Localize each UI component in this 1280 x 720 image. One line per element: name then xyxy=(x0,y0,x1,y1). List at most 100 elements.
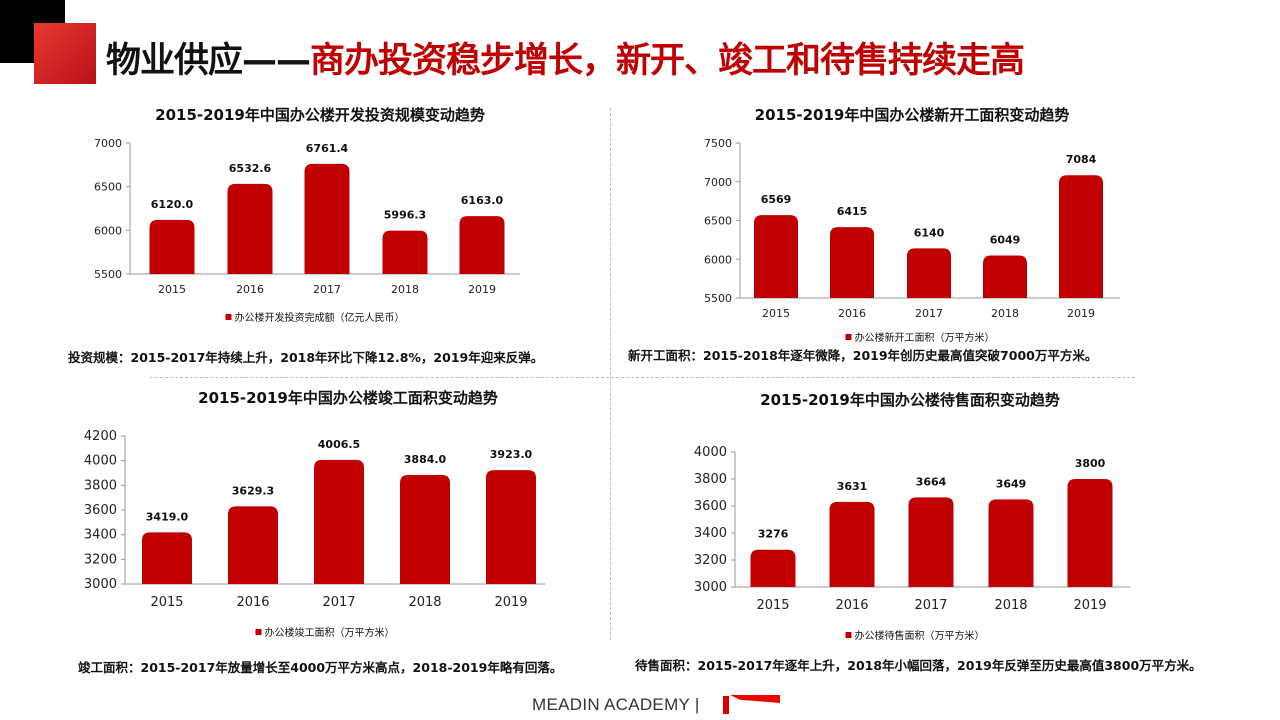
bar xyxy=(754,215,798,298)
bar xyxy=(983,255,1027,298)
legend-swatch xyxy=(845,631,852,638)
legend-label: 办公楼新开工面积（万平方米） xyxy=(854,333,995,344)
x-tick-label: 2018 xyxy=(991,307,1019,320)
y-tick-label: 6500 xyxy=(704,215,732,228)
chart-caption: 待售面积：2015-2017年逐年上升，2018年小幅回落，2019年反弹至历史… xyxy=(635,658,1202,673)
data-label: 3276 xyxy=(758,528,789,541)
title-highlight: 商办投资稳步增长，新开、竣工和待售持续走高 xyxy=(310,41,1025,81)
data-label: 6120.0 xyxy=(151,198,194,211)
data-label: 3649 xyxy=(996,477,1027,490)
data-label: 4006.5 xyxy=(318,438,360,451)
bar xyxy=(486,470,536,584)
y-tick-label: 4000 xyxy=(694,445,727,460)
y-tick-label: 6000 xyxy=(704,253,732,266)
chart-caption: 新开工面积：2015-2018年逐年微降，2019年创历史最高值突破7000万平… xyxy=(628,348,1098,363)
y-tick-label: 7500 xyxy=(704,137,732,150)
data-label: 3419.0 xyxy=(146,510,189,523)
data-label: 3631 xyxy=(837,480,868,493)
bar xyxy=(829,501,875,587)
y-tick-label: 7000 xyxy=(94,137,122,150)
bar xyxy=(830,227,874,298)
data-label: 6761.4 xyxy=(306,142,349,155)
bar xyxy=(459,216,505,274)
red-accent-square xyxy=(34,23,96,84)
y-tick-label: 3400 xyxy=(84,528,117,543)
y-tick-label: 3200 xyxy=(84,552,117,567)
title-prefix: 物业供应—— xyxy=(106,41,311,81)
chart-title: 2015-2019年中国办公楼待售面积变动趋势 xyxy=(760,391,1060,409)
legend-swatch xyxy=(255,628,262,635)
bar xyxy=(227,183,273,274)
page-title: 物业供应——商办投资稳步增长，新开、竣工和待售持续走高 xyxy=(106,32,1025,83)
legend-label: 办公楼竣工面积（万平方米） xyxy=(264,628,395,639)
bar xyxy=(907,248,951,298)
bar xyxy=(382,230,428,274)
y-tick-label: 3600 xyxy=(84,503,117,518)
y-tick-label: 3400 xyxy=(694,526,727,541)
chart-legend: 办公楼新开工面积（万平方米） xyxy=(845,329,995,344)
chart-title: 2015-2019年中国办公楼竣工面积变动趋势 xyxy=(198,389,498,407)
data-label: 6049 xyxy=(990,233,1021,246)
y-tick-label: 3800 xyxy=(694,472,727,487)
y-tick-label: 3000 xyxy=(84,577,117,592)
x-tick-label: 2017 xyxy=(914,598,947,613)
bar xyxy=(304,163,350,274)
data-label: 6532.6 xyxy=(229,162,272,175)
data-label: 3923.0 xyxy=(490,448,533,461)
bar xyxy=(750,549,796,587)
y-tick-label: 5500 xyxy=(94,268,122,281)
x-tick-label: 2015 xyxy=(762,307,790,320)
x-tick-label: 2019 xyxy=(494,595,527,610)
y-tick-label: 3800 xyxy=(84,478,117,493)
data-label: 6140 xyxy=(914,226,945,239)
x-tick-label: 2015 xyxy=(150,595,183,610)
y-tick-label: 6000 xyxy=(94,224,122,237)
y-tick-label: 3200 xyxy=(694,553,727,568)
legend-label: 办公楼开发投资完成额（亿元人民币） xyxy=(234,313,405,324)
legend-swatch xyxy=(845,333,852,340)
y-tick-label: 6500 xyxy=(94,181,122,194)
x-tick-label: 2016 xyxy=(236,595,269,610)
x-tick-label: 2019 xyxy=(1067,307,1095,320)
bar xyxy=(908,497,954,587)
data-label: 3629.3 xyxy=(232,484,274,497)
x-tick-label: 2018 xyxy=(994,598,1027,613)
chart-title: 2015-2019年中国办公楼开发投资规模变动趋势 xyxy=(155,106,485,124)
y-tick-label: 4000 xyxy=(84,454,117,469)
bar xyxy=(228,506,278,584)
x-tick-label: 2019 xyxy=(468,283,496,296)
chart-caption: 投资规模：2015-2017年持续上升，2018年环比下降12.8%，2019年… xyxy=(68,350,544,365)
legend-swatch xyxy=(225,313,232,320)
legend-label: 办公楼待售面积（万平方米） xyxy=(854,631,985,642)
x-tick-label: 2016 xyxy=(838,307,866,320)
chart-caption: 竣工面积：2015-2017年放量增长至4000万平方米高点，2018-2019… xyxy=(78,660,563,675)
x-tick-label: 2018 xyxy=(408,595,441,610)
x-tick-label: 2017 xyxy=(322,595,355,610)
horizontal-divider xyxy=(150,377,1135,378)
y-tick-label: 3600 xyxy=(694,499,727,514)
bar xyxy=(400,474,450,584)
data-label: 3664 xyxy=(916,475,947,488)
bar xyxy=(142,532,192,584)
x-tick-label: 2015 xyxy=(756,598,789,613)
y-tick-label: 4200 xyxy=(84,429,117,444)
y-tick-label: 7000 xyxy=(704,176,732,189)
data-label: 6569 xyxy=(761,193,792,206)
x-tick-label: 2016 xyxy=(236,283,264,296)
chart-legend: 办公楼开发投资完成额（亿元人民币） xyxy=(225,309,405,324)
y-tick-label: 3000 xyxy=(694,580,727,595)
data-label: 6415 xyxy=(837,205,868,218)
x-tick-label: 2017 xyxy=(915,307,943,320)
bar xyxy=(988,499,1034,587)
x-tick-label: 2017 xyxy=(313,283,341,296)
x-tick-label: 2018 xyxy=(391,283,419,296)
vertical-divider xyxy=(610,108,611,640)
data-label: 3800 xyxy=(1075,457,1106,470)
meadin-logo xyxy=(718,694,788,716)
chart-legend: 办公楼待售面积（万平方米） xyxy=(845,627,985,642)
footer-brand: MEADIN ACADEMY | xyxy=(532,695,700,714)
bar xyxy=(314,459,364,584)
data-label: 7084 xyxy=(1066,153,1097,166)
chart-title: 2015-2019年中国办公楼新开工面积变动趋势 xyxy=(754,106,1070,124)
